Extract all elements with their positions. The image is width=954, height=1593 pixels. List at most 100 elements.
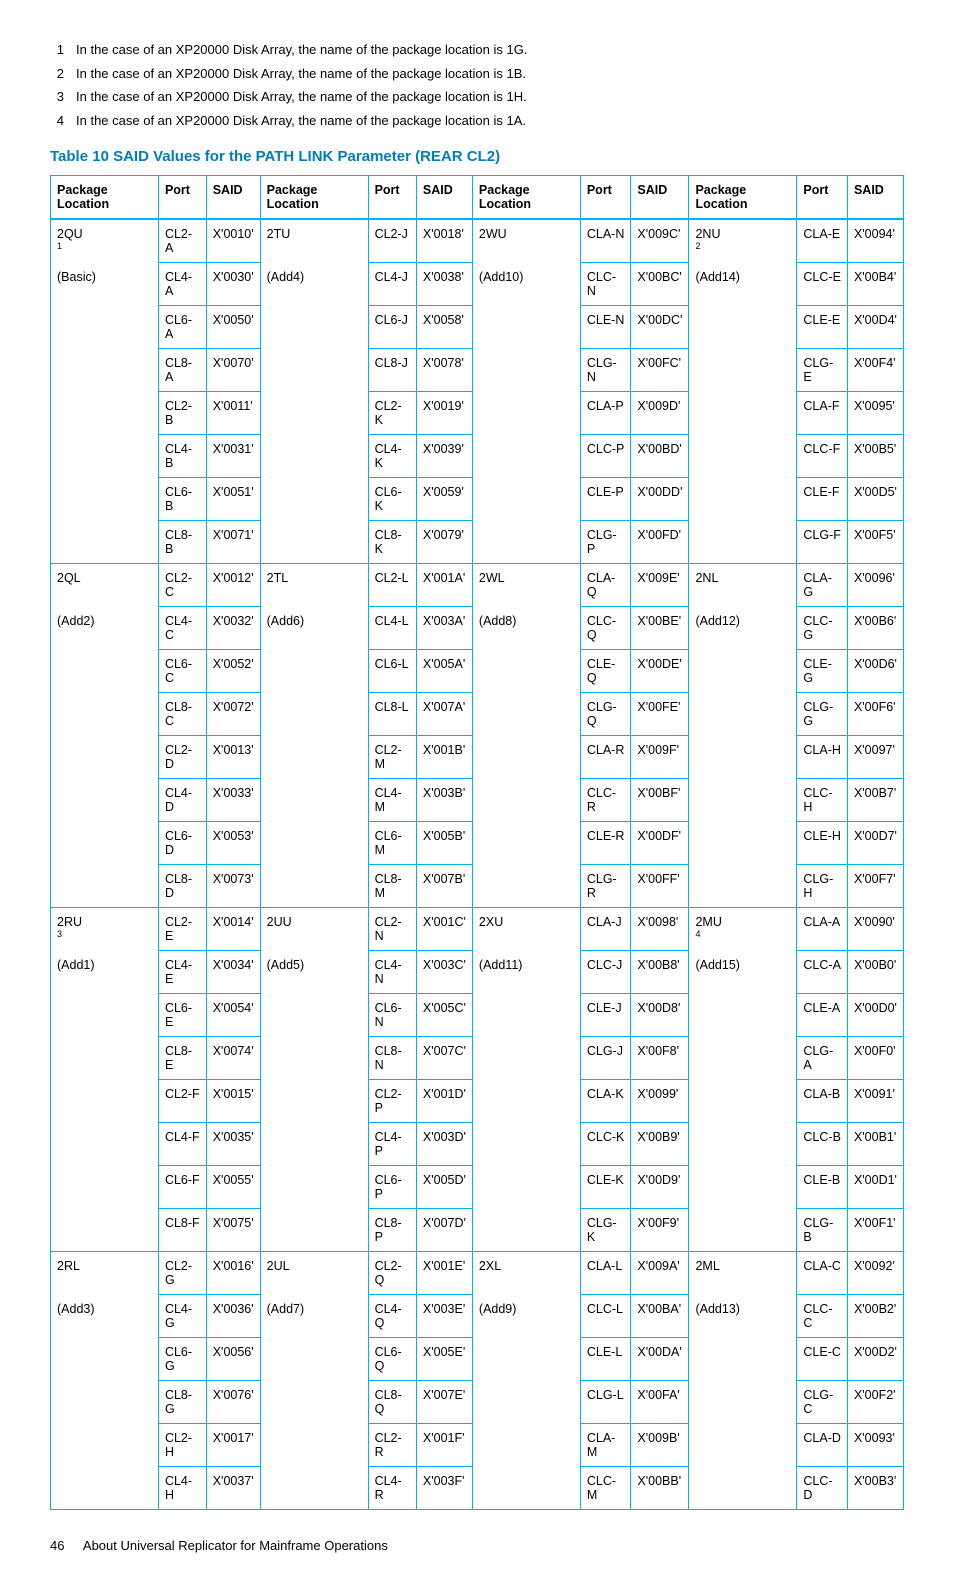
pkg-cell bbox=[689, 1123, 797, 1166]
port-cell: CL6-C bbox=[158, 650, 206, 693]
said-cell: X'00D1' bbox=[847, 1166, 903, 1209]
pkg-cell bbox=[260, 521, 368, 564]
port-cell: CL6-Q bbox=[368, 1338, 416, 1381]
table-row: CL6-EX'0054'CL6-NX'005C'CLE-JX'00D8'CLE-… bbox=[51, 994, 904, 1037]
port-cell: CLC-H bbox=[797, 779, 848, 822]
said-cell: X'0093' bbox=[847, 1424, 903, 1467]
port-cell: CL6-L bbox=[368, 650, 416, 693]
said-cell: X'009A' bbox=[631, 1252, 689, 1295]
footnote-item: 1In the case of an XP20000 Disk Array, t… bbox=[50, 40, 904, 60]
port-cell: CL6-P bbox=[368, 1166, 416, 1209]
port-cell: CL8-B bbox=[158, 521, 206, 564]
port-cell: CL2-H bbox=[158, 1424, 206, 1467]
footnote-item: 3In the case of an XP20000 Disk Array, t… bbox=[50, 87, 904, 107]
pkg-cell: (Add12) bbox=[689, 607, 797, 650]
pkg-cell: (Add4) bbox=[260, 263, 368, 306]
table-row: CL2-FX'0015'CL2-PX'001D'CLA-KX'0099'CLA-… bbox=[51, 1080, 904, 1123]
table-row: (Add3)CL4-GX'0036'(Add7)CL4-QX'003E'(Add… bbox=[51, 1295, 904, 1338]
port-cell: CL4-N bbox=[368, 951, 416, 994]
pkg-cell bbox=[689, 435, 797, 478]
pkg-cell: 2TL bbox=[260, 564, 368, 607]
port-cell: CL4-B bbox=[158, 435, 206, 478]
port-cell: CLE-G bbox=[797, 650, 848, 693]
page-footer: 46 About Universal Replicator for Mainfr… bbox=[50, 1538, 904, 1553]
said-cell: X'00FA' bbox=[631, 1381, 689, 1424]
port-cell: CLG-L bbox=[580, 1381, 631, 1424]
column-header: Package Location bbox=[260, 176, 368, 220]
table-row: CL6-DX'0053'CL6-MX'005B'CLE-RX'00DF'CLE-… bbox=[51, 822, 904, 865]
table-row: CL2-BX'0011'CL2-KX'0019'CLA-PX'009D'CLA-… bbox=[51, 392, 904, 435]
said-cell: X'0096' bbox=[847, 564, 903, 607]
said-cell: X'0095' bbox=[847, 392, 903, 435]
port-cell: CL2-B bbox=[158, 392, 206, 435]
said-cell: X'00FC' bbox=[631, 349, 689, 392]
table-row: (Add1)CL4-EX'0034'(Add5)CL4-NX'003C'(Add… bbox=[51, 951, 904, 994]
pkg-cell: (Add13) bbox=[689, 1295, 797, 1338]
pkg-cell bbox=[472, 1209, 580, 1252]
said-cell: X'001B' bbox=[416, 736, 472, 779]
pkg-cell bbox=[51, 822, 159, 865]
said-cell: X'009C' bbox=[631, 219, 689, 263]
said-cell: X'00D0' bbox=[847, 994, 903, 1037]
pkg-cell bbox=[51, 736, 159, 779]
said-cell: X'0075' bbox=[206, 1209, 260, 1252]
pkg-cell bbox=[260, 1166, 368, 1209]
port-cell: CL4-F bbox=[158, 1123, 206, 1166]
port-cell: CLA-F bbox=[797, 392, 848, 435]
pkg-cell bbox=[689, 1037, 797, 1080]
said-cell: X'00F9' bbox=[631, 1209, 689, 1252]
said-cell: X'00B4' bbox=[847, 263, 903, 306]
said-cell: X'0035' bbox=[206, 1123, 260, 1166]
pkg-cell bbox=[689, 1166, 797, 1209]
said-cell: X'00BA' bbox=[631, 1295, 689, 1338]
table-row: CL8-CX'0072'CL8-LX'007A'CLG-QX'00FE'CLG-… bbox=[51, 693, 904, 736]
port-cell: CLG-K bbox=[580, 1209, 631, 1252]
table-row: 2QLCL2-CX'0012'2TLCL2-LX'001A'2WLCLA-QX'… bbox=[51, 564, 904, 607]
said-cell: X'00BF' bbox=[631, 779, 689, 822]
page-number: 46 bbox=[50, 1538, 80, 1553]
port-cell: CLA-J bbox=[580, 908, 631, 951]
table-row: CL4-DX'0033'CL4-MX'003B'CLC-RX'00BF'CLC-… bbox=[51, 779, 904, 822]
said-values-table: Package LocationPortSAIDPackage Location… bbox=[50, 175, 904, 1510]
said-cell: X'005E' bbox=[416, 1338, 472, 1381]
column-header: Package Location bbox=[689, 176, 797, 220]
said-cell: X'00B5' bbox=[847, 435, 903, 478]
port-cell: CLC-R bbox=[580, 779, 631, 822]
port-cell: CLC-N bbox=[580, 263, 631, 306]
port-cell: CL4-M bbox=[368, 779, 416, 822]
pkg-cell bbox=[689, 1080, 797, 1123]
table-row: CL8-AX'0070'CL8-JX'0078'CLG-NX'00FC'CLG-… bbox=[51, 349, 904, 392]
table-row: CL8-FX'0075'CL8-PX'007D'CLG-KX'00F9'CLG-… bbox=[51, 1209, 904, 1252]
footnote-text: In the case of an XP20000 Disk Array, th… bbox=[76, 64, 526, 84]
said-cell: X'00F1' bbox=[847, 1209, 903, 1252]
port-cell: CL8-K bbox=[368, 521, 416, 564]
port-cell: CL6-J bbox=[368, 306, 416, 349]
said-cell: X'0030' bbox=[206, 263, 260, 306]
pkg-cell bbox=[689, 736, 797, 779]
pkg-cell bbox=[689, 1338, 797, 1381]
said-cell: X'00FE' bbox=[631, 693, 689, 736]
said-cell: X'003C' bbox=[416, 951, 472, 994]
port-cell: CLC-E bbox=[797, 263, 848, 306]
pkg-cell bbox=[689, 349, 797, 392]
port-cell: CLC-D bbox=[797, 1467, 848, 1510]
pkg-cell: 2WL bbox=[472, 564, 580, 607]
pkg-cell bbox=[689, 822, 797, 865]
port-cell: CLE-K bbox=[580, 1166, 631, 1209]
pkg-cell: (Add10) bbox=[472, 263, 580, 306]
pkg-cell bbox=[472, 478, 580, 521]
port-cell: CLC-B bbox=[797, 1123, 848, 1166]
port-cell: CLE-A bbox=[797, 994, 848, 1037]
said-cell: X'0036' bbox=[206, 1295, 260, 1338]
port-cell: CLC-P bbox=[580, 435, 631, 478]
pkg-cell bbox=[472, 1037, 580, 1080]
pkg-cell: (Add2) bbox=[51, 607, 159, 650]
table-row: 2RU3CL2-EX'0014'2UUCL2-NX'001C'2XUCLA-JX… bbox=[51, 908, 904, 951]
column-header: Package Location bbox=[51, 176, 159, 220]
port-cell: CLC-K bbox=[580, 1123, 631, 1166]
port-cell: CLC-Q bbox=[580, 607, 631, 650]
said-cell: X'00F5' bbox=[847, 521, 903, 564]
said-cell: X'00FF' bbox=[631, 865, 689, 908]
column-header: SAID bbox=[206, 176, 260, 220]
port-cell: CLG-G bbox=[797, 693, 848, 736]
